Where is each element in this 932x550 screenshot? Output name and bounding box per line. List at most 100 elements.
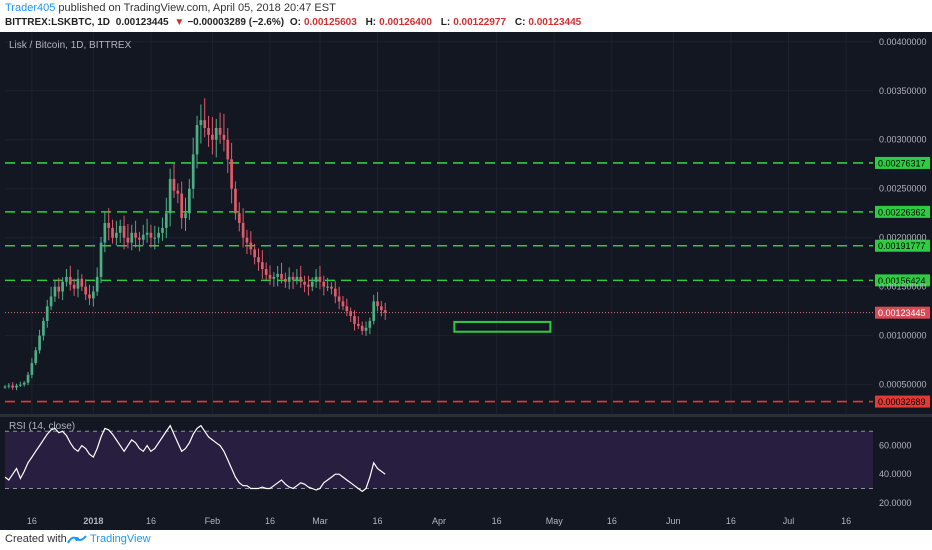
level-label: 0.00032689 bbox=[878, 397, 926, 407]
footer: Created with TradingView bbox=[0, 530, 932, 550]
high-label: H: bbox=[365, 17, 377, 28]
candle-body bbox=[61, 281, 64, 292]
candle-body bbox=[203, 120, 207, 128]
x-tick-label: Apr bbox=[432, 516, 446, 526]
close-label: C: bbox=[514, 17, 526, 28]
x-tick-label: 16 bbox=[607, 516, 617, 526]
rsi-label: RSI (14, close) bbox=[9, 421, 75, 432]
tradingview-logo-icon bbox=[67, 535, 87, 544]
ohlc-line: BITTREX:LSKBTC, 1D 0.00123445 ▼ −0.000032… bbox=[5, 17, 587, 28]
level-tag bbox=[875, 205, 930, 218]
publish-header: Trader405 published on TradingView.com, … bbox=[0, 0, 932, 32]
rsi-tick-label: 40.0000 bbox=[879, 469, 912, 479]
created-with-text: Created with bbox=[5, 533, 67, 545]
author-link[interactable]: Trader405 bbox=[5, 2, 56, 14]
level-tag bbox=[875, 156, 930, 169]
y-tick-label: 0.00300000 bbox=[879, 135, 927, 145]
candle-body bbox=[314, 276, 318, 282]
candle-body bbox=[42, 320, 45, 336]
candle-body bbox=[199, 120, 203, 126]
candle-body bbox=[65, 276, 68, 282]
high-value: 0.00126400 bbox=[379, 17, 432, 28]
candle-body bbox=[380, 306, 383, 311]
candle-body bbox=[245, 237, 249, 243]
candle-body bbox=[368, 320, 372, 328]
candle-body bbox=[218, 127, 222, 135]
candle-body bbox=[57, 286, 61, 292]
candle-body bbox=[91, 291, 95, 299]
candle-body bbox=[295, 276, 299, 280]
candle-body bbox=[268, 274, 272, 279]
candle-body bbox=[118, 225, 122, 233]
level-tag bbox=[875, 274, 930, 287]
candle-body bbox=[168, 178, 172, 214]
candle-body bbox=[383, 310, 387, 313]
candle-body bbox=[130, 232, 134, 243]
price-chart[interactable]: Lisk / Bitcoin, 1D, BITTREX 0.00276317 0.0… bbox=[0, 32, 932, 530]
candle-body bbox=[376, 301, 379, 307]
candle-body bbox=[230, 159, 233, 189]
candle-body bbox=[372, 301, 376, 321]
candle-body bbox=[322, 281, 326, 287]
candle-body bbox=[291, 276, 295, 280]
candle-body bbox=[164, 213, 168, 228]
candle-body bbox=[11, 385, 15, 388]
tradingview-brand[interactable]: TradingView bbox=[90, 533, 151, 545]
candle-body bbox=[307, 284, 310, 287]
candle-body bbox=[107, 223, 111, 228]
candle-body bbox=[318, 276, 322, 282]
low-value: 0.00122977 bbox=[453, 17, 507, 28]
candle-body bbox=[53, 286, 57, 297]
change-value: −0.00003289 (−2.6%) bbox=[187, 17, 285, 28]
candle-body bbox=[191, 154, 195, 189]
candle-body bbox=[84, 286, 87, 295]
candle-body bbox=[103, 223, 107, 243]
x-tick-label: Feb bbox=[205, 516, 221, 526]
candle-body bbox=[95, 276, 99, 292]
candle-body bbox=[264, 269, 268, 275]
candle-body bbox=[180, 193, 184, 219]
x-tick-label: 16 bbox=[27, 516, 37, 526]
candle-body bbox=[330, 286, 333, 289]
candle-body bbox=[253, 249, 256, 258]
candle-body bbox=[214, 127, 218, 140]
rsi-tick-label: 20.0000 bbox=[879, 498, 912, 508]
published-text: published on TradingView.com, April 05, … bbox=[58, 2, 336, 14]
candle-body bbox=[287, 276, 291, 282]
rsi-line bbox=[4, 424, 386, 493]
x-tick-label: Jun bbox=[666, 516, 681, 526]
candle-body bbox=[341, 301, 345, 307]
symbol-label: BITTREX:LSKBTC, 1D bbox=[5, 17, 110, 28]
candle-body bbox=[249, 242, 253, 250]
x-tick-label: Mar bbox=[312, 516, 328, 526]
x-tick-label: 16 bbox=[373, 516, 383, 526]
candle-body bbox=[303, 281, 306, 285]
x-tick-label: May bbox=[546, 516, 564, 526]
candle-body bbox=[211, 134, 214, 140]
candle-body bbox=[337, 296, 341, 302]
rsi-band-fill bbox=[5, 431, 873, 489]
candle-body bbox=[176, 190, 180, 194]
candle-body bbox=[226, 139, 230, 160]
candle-body bbox=[333, 288, 337, 297]
open-label: O: bbox=[289, 17, 301, 28]
candle-body bbox=[260, 262, 264, 270]
candle-body bbox=[68, 276, 72, 285]
y-tick-label: 0.00100000 bbox=[879, 331, 927, 341]
candle-body bbox=[26, 374, 30, 383]
level-label: 0.00156424 bbox=[878, 276, 926, 286]
target-box[interactable] bbox=[453, 320, 552, 333]
current-price-tag bbox=[875, 306, 930, 319]
candle-body bbox=[184, 213, 187, 219]
candle-body bbox=[284, 278, 287, 282]
candle-body bbox=[357, 323, 360, 326]
candle-body bbox=[272, 276, 276, 279]
candle-body bbox=[310, 281, 314, 287]
candle-body bbox=[188, 188, 191, 214]
candle-body bbox=[115, 232, 118, 238]
candle-body bbox=[276, 273, 280, 277]
candle-body bbox=[138, 237, 141, 240]
candle-body bbox=[157, 232, 160, 238]
candle-body bbox=[161, 227, 164, 233]
candle-body bbox=[237, 213, 241, 223]
